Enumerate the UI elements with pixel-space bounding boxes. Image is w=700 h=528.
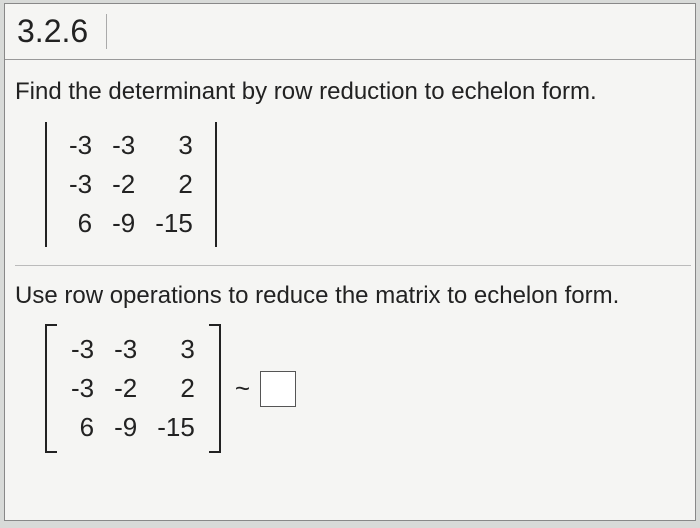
tilde-symbol: ~ [235,373,250,404]
table-row: -3 -2 2 [59,165,203,204]
matrix-cell: -2 [102,165,145,204]
table-row: -3 -3 3 [59,126,203,165]
matrix-cell: 3 [145,126,203,165]
matrix-cell: -3 [104,330,147,369]
matrix-table-det: -3 -3 3 -3 -2 2 6 -9 -15 [59,126,203,243]
prompt-text-2: Use row operations to reduce the matrix … [15,265,691,310]
answer-input-box[interactable] [260,371,296,407]
matrix-cell: -3 [61,330,104,369]
matrix-cell: -15 [147,408,205,447]
table-row: -3 -2 2 [61,369,205,408]
bracket-matrix-row: -3 -3 3 -3 -2 2 6 -9 -15 ~ [45,324,691,453]
matrix-cell: 6 [61,408,104,447]
matrix-cell: -9 [104,408,147,447]
header-bar: 3.2.6 [5,4,695,60]
matrix-cell: -3 [59,165,102,204]
table-row: -3 -3 3 [61,330,205,369]
matrix-cell: -3 [102,126,145,165]
table-row: 6 -9 -15 [61,408,205,447]
question-body: Find the determinant by row reduction to… [5,60,695,453]
matrix-table-bracket: -3 -3 3 -3 -2 2 6 -9 -15 [61,330,205,447]
matrix-cell: -3 [59,126,102,165]
matrix-cell: -15 [145,204,203,243]
matrix-cell: 3 [147,330,205,369]
worksheet-page: 3.2.6 Find the determinant by row reduct… [4,3,696,521]
matrix-cell: -9 [102,204,145,243]
matrix-cell: 2 [145,165,203,204]
matrix-cell: 6 [59,204,102,243]
bracket-matrix: -3 -3 3 -3 -2 2 6 -9 -15 [45,324,221,453]
determinant-bars: -3 -3 3 -3 -2 2 6 -9 -15 [45,120,217,249]
matrix-cell: 2 [147,369,205,408]
determinant-display: -3 -3 3 -3 -2 2 6 -9 -15 [45,120,691,249]
matrix-cell: -2 [104,369,147,408]
prompt-text-1: Find the determinant by row reduction to… [15,78,691,106]
matrix-cell: -3 [61,369,104,408]
section-number: 3.2.6 [7,14,107,49]
table-row: 6 -9 -15 [59,204,203,243]
